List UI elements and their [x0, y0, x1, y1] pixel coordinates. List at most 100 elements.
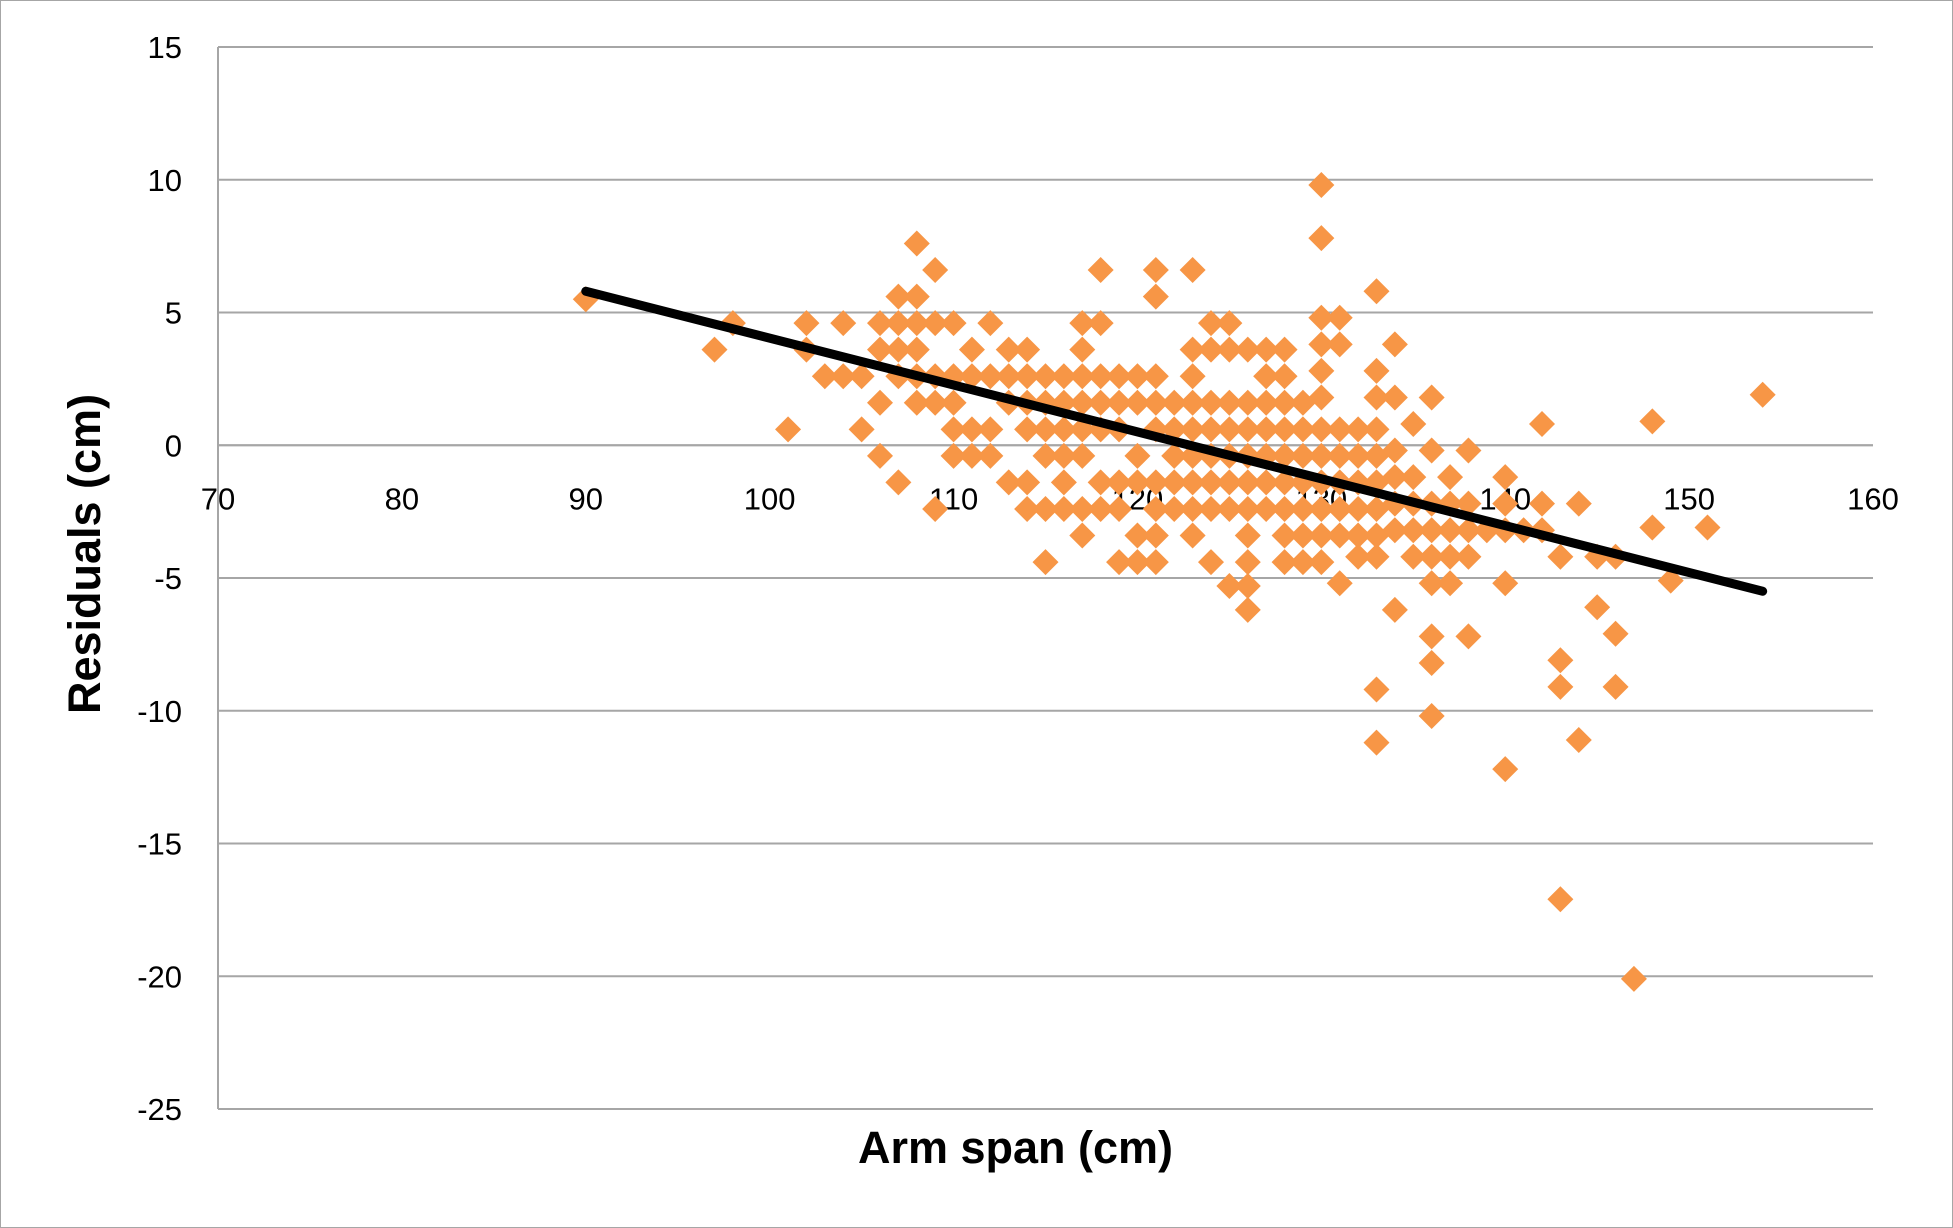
data-point	[1308, 172, 1335, 199]
data-point	[1455, 623, 1482, 650]
data-point	[903, 336, 930, 363]
data-point	[1437, 517, 1464, 544]
data-point	[1308, 331, 1335, 358]
data-point	[1069, 389, 1096, 416]
data-point	[1694, 514, 1721, 541]
data-point	[1363, 522, 1390, 549]
data-point	[1234, 549, 1261, 576]
data-point	[1234, 495, 1261, 522]
data-point	[1455, 543, 1482, 570]
data-point	[1492, 756, 1519, 783]
y-tick-label: -5	[154, 561, 182, 596]
y-tick-label: 0	[165, 428, 182, 463]
data-point	[701, 336, 728, 363]
data-point	[1271, 389, 1298, 416]
x-axis-title: Arm span (cm)	[858, 1122, 1173, 1173]
data-point	[1253, 469, 1280, 496]
data-point	[903, 310, 930, 337]
x-tick-label: 100	[744, 481, 796, 516]
data-point	[1455, 517, 1482, 544]
data-point	[1326, 331, 1353, 358]
x-tick-label: 150	[1663, 481, 1715, 516]
data-point	[1326, 495, 1353, 522]
data-point	[1455, 437, 1482, 464]
data-point	[1363, 278, 1390, 305]
data-point	[1179, 363, 1206, 390]
data-point	[1308, 384, 1335, 411]
data-point	[1124, 363, 1151, 390]
data-point	[1087, 257, 1114, 284]
data-point	[867, 389, 893, 416]
data-point	[1032, 416, 1059, 443]
data-point	[1124, 389, 1151, 416]
data-point	[977, 363, 1004, 390]
data-point	[1381, 464, 1408, 491]
data-point	[1547, 543, 1574, 570]
data-point	[830, 363, 857, 390]
data-point	[1363, 442, 1390, 469]
trendline	[581, 286, 1768, 596]
data-point	[1179, 522, 1206, 549]
data-point	[1179, 257, 1206, 284]
data-points	[572, 172, 1776, 992]
data-point	[1400, 517, 1427, 544]
data-point	[1418, 517, 1445, 544]
data-point	[1050, 495, 1077, 522]
y-tick-label: -10	[137, 694, 182, 729]
data-point	[1014, 469, 1041, 496]
data-point	[1271, 442, 1298, 469]
data-point	[1106, 363, 1133, 390]
data-point	[848, 416, 875, 443]
gridlines	[218, 46, 1873, 1110]
data-point	[1657, 567, 1684, 594]
data-point	[1308, 495, 1335, 522]
data-point	[1069, 363, 1096, 390]
data-point	[977, 442, 1004, 469]
data-point	[1749, 381, 1776, 408]
data-point	[1234, 572, 1261, 599]
data-point	[1308, 357, 1335, 384]
data-point	[1400, 464, 1427, 491]
data-point	[1418, 543, 1445, 570]
data-point	[1124, 469, 1151, 496]
data-point	[1271, 495, 1298, 522]
data-point	[1161, 469, 1188, 496]
data-point	[1234, 416, 1261, 443]
data-point	[1418, 437, 1445, 464]
data-point	[1050, 363, 1077, 390]
data-point	[1584, 594, 1611, 621]
data-point	[1418, 623, 1445, 650]
data-point	[1069, 442, 1096, 469]
data-point	[1418, 649, 1445, 676]
data-point	[1565, 490, 1592, 517]
data-point	[1547, 673, 1574, 700]
data-point	[1216, 495, 1243, 522]
data-point	[1639, 408, 1666, 435]
data-point	[1216, 416, 1243, 443]
data-point	[1014, 363, 1041, 390]
data-point	[1271, 416, 1298, 443]
data-point	[1161, 495, 1188, 522]
data-point	[1345, 543, 1372, 570]
data-point	[1289, 442, 1316, 469]
data-point	[1142, 389, 1169, 416]
data-point	[1069, 495, 1096, 522]
data-point	[1345, 522, 1372, 549]
data-point	[1400, 411, 1427, 438]
data-point	[1345, 442, 1372, 469]
data-point	[1492, 490, 1519, 517]
data-point	[1253, 495, 1280, 522]
data-point	[1639, 514, 1666, 541]
data-point	[1363, 676, 1390, 703]
data-point	[1529, 490, 1555, 517]
data-point	[1308, 442, 1335, 469]
data-point	[793, 310, 820, 337]
data-point	[1179, 389, 1206, 416]
data-point	[1142, 283, 1169, 310]
data-point	[1492, 464, 1519, 491]
y-tick-label: 5	[165, 296, 182, 331]
data-point	[1198, 469, 1224, 496]
data-point	[958, 442, 985, 469]
data-point	[1565, 726, 1592, 753]
data-point	[958, 336, 985, 363]
